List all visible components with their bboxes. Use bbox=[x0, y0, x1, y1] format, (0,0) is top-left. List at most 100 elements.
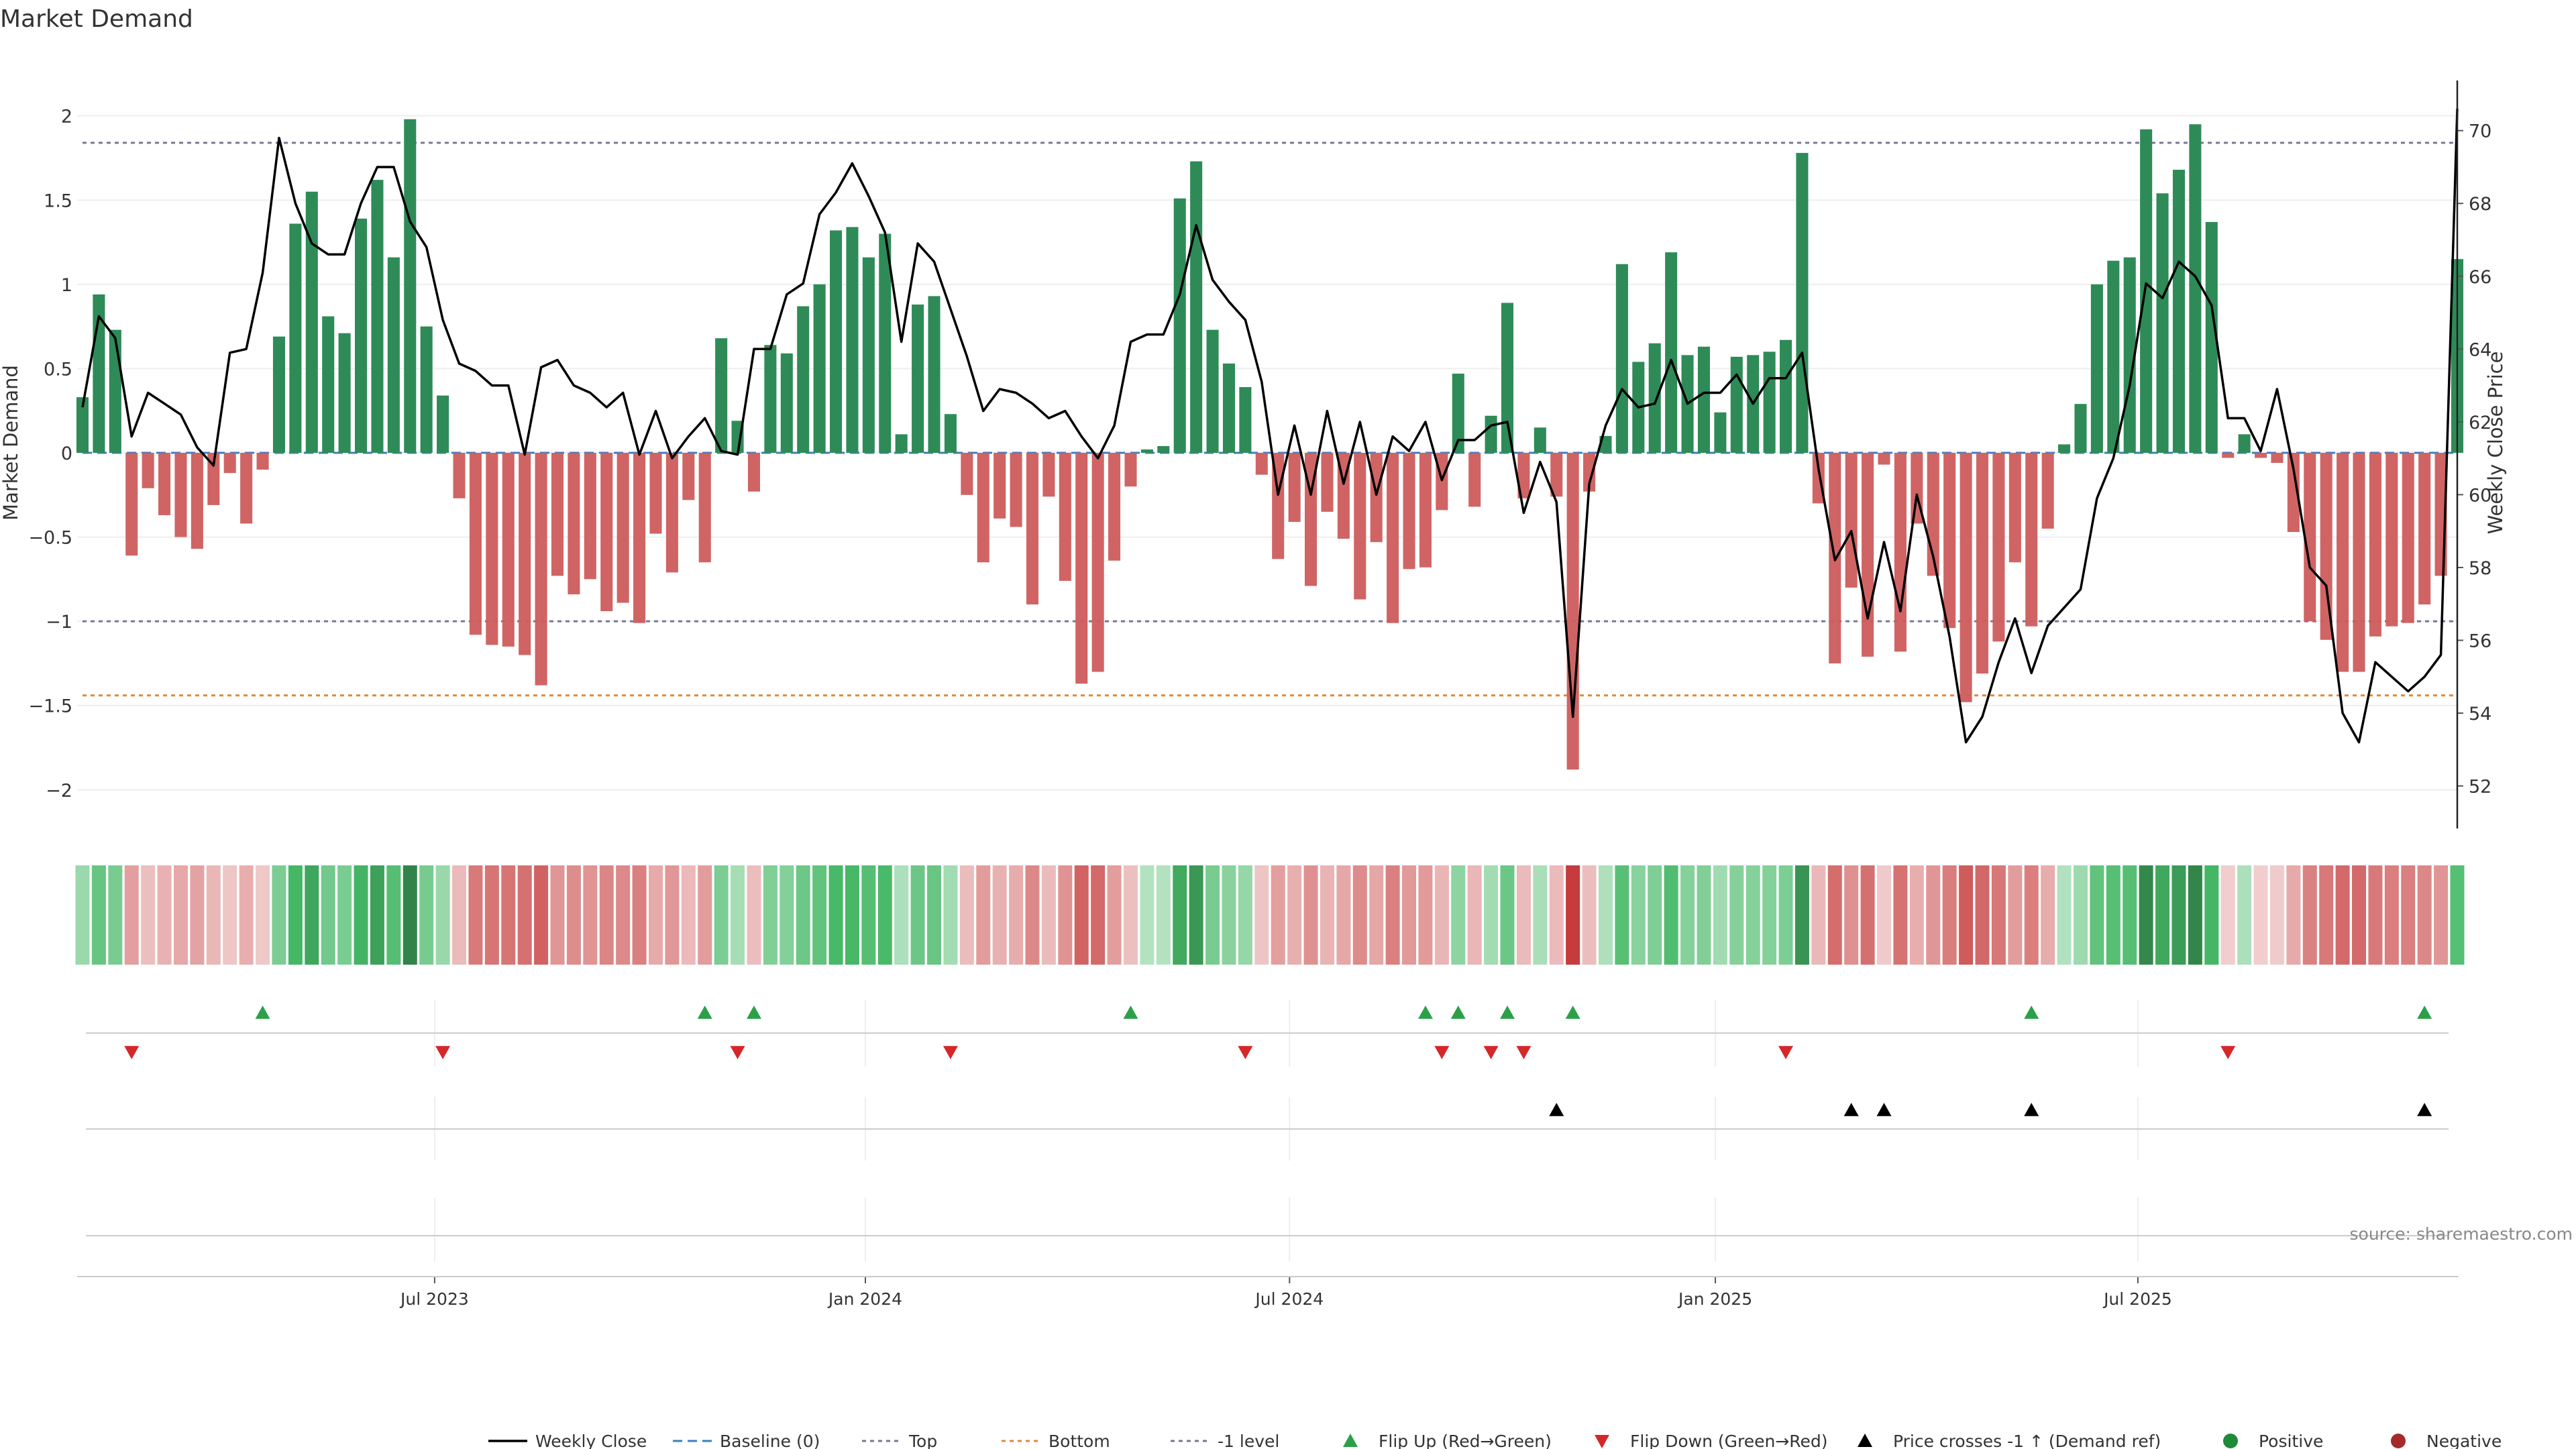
heatmap-cell bbox=[681, 865, 696, 965]
heatmap-cell bbox=[239, 865, 254, 965]
heatmap-cell bbox=[2073, 865, 2088, 965]
demand-bar bbox=[715, 338, 728, 453]
heatmap-cell bbox=[2237, 865, 2252, 965]
heatmap-cell bbox=[1566, 865, 1580, 965]
demand-bar bbox=[2107, 260, 2120, 453]
heatmap-cell bbox=[534, 865, 549, 965]
demand-bar bbox=[1665, 252, 1678, 453]
heatmap-cell bbox=[1778, 865, 1793, 965]
heatmap-cell bbox=[1959, 865, 1974, 965]
demand-bar bbox=[437, 395, 449, 453]
demand-bar bbox=[322, 316, 335, 453]
price-cross-marker bbox=[1843, 1103, 1859, 1116]
heatmap-cell bbox=[550, 865, 565, 965]
demand-bar bbox=[1452, 373, 1464, 453]
demand-bar bbox=[1862, 453, 1874, 657]
demand-bar bbox=[223, 453, 236, 474]
x-tick-label: Jan 2024 bbox=[827, 1289, 902, 1309]
heatmap-cell bbox=[2450, 865, 2465, 965]
heatmap-cell bbox=[1352, 865, 1367, 965]
heatmap-cell bbox=[877, 865, 892, 965]
flip-up-marker bbox=[255, 1006, 270, 1019]
legend-item: Negative bbox=[2391, 1432, 2502, 1449]
demand-bar bbox=[289, 223, 302, 453]
heatmap-cell bbox=[2204, 865, 2219, 965]
demand-bar bbox=[1992, 453, 2005, 642]
heatmap-cell bbox=[1582, 865, 1597, 965]
flip-down-marker bbox=[1483, 1046, 1499, 1059]
legend-label: Bottom bbox=[1049, 1432, 1110, 1449]
heatmap-cell bbox=[1320, 865, 1334, 965]
demand-bar bbox=[1255, 453, 1268, 475]
heatmap-cell bbox=[2024, 865, 2039, 965]
heatmap-cell bbox=[141, 865, 156, 965]
demand-bar bbox=[486, 453, 498, 645]
heatmap-cell bbox=[1385, 865, 1400, 965]
demand-bar bbox=[519, 453, 531, 655]
heatmap-cell bbox=[2171, 865, 2186, 965]
legend-swatch bbox=[1595, 1435, 1609, 1448]
heatmap-cell bbox=[402, 865, 417, 965]
demand-bar bbox=[568, 453, 580, 594]
heatmap-cell bbox=[157, 865, 172, 965]
x-tick-label: Jul 2024 bbox=[1254, 1289, 1324, 1309]
heatmap-cell bbox=[763, 865, 777, 965]
demand-bar bbox=[1124, 453, 1137, 487]
heatmap-cell bbox=[1041, 865, 1056, 965]
demand-bar bbox=[174, 453, 187, 537]
demand-bar bbox=[813, 284, 826, 453]
heatmap-cell bbox=[370, 865, 384, 965]
legend-item: Positive bbox=[2223, 1432, 2323, 1449]
heatmap-cell bbox=[1500, 865, 1515, 965]
y2-tick-label: 68 bbox=[2469, 194, 2491, 215]
demand-bar bbox=[830, 230, 843, 453]
heatmap-cell bbox=[2090, 865, 2104, 965]
demand-bar bbox=[2353, 453, 2365, 672]
heatmap-cell bbox=[2123, 865, 2137, 965]
demand-bar bbox=[76, 397, 89, 453]
weekly-close-layer bbox=[81, 109, 2459, 744]
heatmap-cell bbox=[468, 865, 483, 965]
heatmap-cell bbox=[1091, 865, 1106, 965]
demand-bar bbox=[1697, 346, 1710, 453]
heatmap-cell bbox=[1254, 865, 1269, 965]
heatmap-cell bbox=[321, 865, 335, 965]
y2-tick-label: 54 bbox=[2469, 704, 2491, 724]
legend-label: Weekly Close bbox=[535, 1432, 647, 1449]
demand-bar bbox=[1010, 453, 1022, 527]
demand-bar bbox=[1943, 453, 1956, 629]
flip-down-marker bbox=[1434, 1046, 1450, 1059]
demand-heatmap-strip bbox=[75, 865, 2465, 965]
legend-item: Price crosses -1 ↑ (Demand ref) bbox=[1858, 1432, 2161, 1449]
heatmap-cell bbox=[566, 865, 581, 965]
heatmap-cell bbox=[1205, 865, 1220, 965]
demand-bar bbox=[698, 453, 711, 563]
demand-bar bbox=[2271, 453, 2284, 464]
demand-bar bbox=[453, 453, 466, 498]
chart-title: Market Demand bbox=[0, 5, 193, 33]
heatmap-cell bbox=[1811, 865, 1826, 965]
demand-bar bbox=[2156, 193, 2169, 453]
demand-bar bbox=[2369, 453, 2381, 637]
flip-down-marker bbox=[2220, 1046, 2236, 1059]
legend-swatch bbox=[1343, 1434, 1358, 1447]
demand-bar bbox=[551, 453, 564, 576]
flip-down-marker bbox=[943, 1046, 958, 1059]
heatmap-cell bbox=[861, 865, 876, 965]
heatmap-cell bbox=[1173, 865, 1187, 965]
legend-swatch bbox=[1858, 1434, 1872, 1447]
demand-bar bbox=[158, 453, 171, 515]
demand-bar bbox=[1321, 453, 1334, 512]
heatmap-cell bbox=[1549, 865, 1564, 965]
legend-swatch bbox=[2391, 1434, 2406, 1448]
heatmap-cell bbox=[2434, 865, 2449, 965]
flip-down-marker bbox=[124, 1046, 140, 1059]
demand-bar bbox=[1206, 329, 1219, 453]
legend: Weekly Close Baseline (0) Top Bottom -1 leve… bbox=[488, 1432, 2502, 1449]
source-note: source: sharemaestro.com bbox=[2350, 1224, 2573, 1244]
demand-bar bbox=[109, 329, 121, 453]
heatmap-cell bbox=[845, 865, 859, 965]
demand-bar bbox=[1075, 453, 1088, 684]
heatmap-cell bbox=[1893, 865, 1908, 965]
